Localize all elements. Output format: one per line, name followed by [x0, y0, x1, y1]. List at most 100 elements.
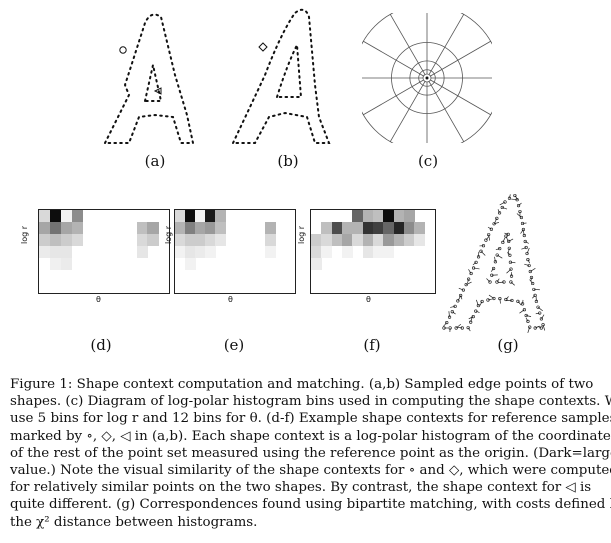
sample-point	[456, 299, 460, 303]
histogram-bin	[49, 210, 62, 223]
figure-caption: Figure 1: Shape context computation and …	[10, 376, 611, 531]
histogram-d-xlabel: θ	[96, 295, 101, 304]
correspondence-link	[460, 295, 463, 300]
histogram-bin	[49, 233, 62, 247]
sample-point	[520, 302, 525, 306]
panel-g-correspondences	[436, 190, 586, 335]
histogram-bin	[373, 210, 384, 223]
sample-point	[460, 326, 464, 330]
correspondence-link	[486, 278, 491, 283]
correspondence-link	[516, 213, 522, 218]
correspondence-link	[524, 263, 530, 266]
correspondence-link	[487, 226, 492, 230]
sample-point	[527, 263, 531, 268]
histogram-bin	[393, 233, 405, 247]
histogram-bin	[311, 233, 322, 247]
letter-a-points-figure-b	[231, 8, 331, 144]
histogram-bin	[352, 233, 364, 247]
sample-point	[510, 298, 514, 303]
angular-bin-spoke	[428, 81, 465, 142]
angular-bin-spoke	[363, 40, 424, 77]
histogram-bin	[215, 210, 226, 223]
sample-point	[509, 280, 513, 284]
sample-point	[526, 319, 530, 323]
sample-point	[442, 326, 446, 330]
sample-point	[507, 239, 511, 243]
histogram-bin	[321, 221, 333, 235]
sample-point	[450, 310, 454, 314]
histogram-bin	[404, 233, 415, 247]
histogram-bin	[331, 221, 343, 235]
caption-line: shapes. (c) Diagram of log-polar histogr…	[10, 394, 611, 410]
histogram-bin	[49, 245, 62, 259]
correspondence-link	[521, 247, 527, 250]
correspondence-link	[467, 327, 471, 332]
histogram-bin	[321, 233, 333, 247]
histogram-bin	[60, 210, 72, 223]
sample-point	[526, 257, 530, 262]
sample-point	[474, 309, 478, 313]
histogram-bin	[373, 221, 384, 235]
correspondence-link	[497, 254, 503, 259]
sample-point	[492, 222, 496, 226]
histogram-bin	[352, 221, 364, 235]
sample-point	[486, 298, 490, 302]
sample-point	[518, 209, 522, 214]
correspondence-link	[472, 262, 477, 266]
correspondence-link	[530, 268, 536, 272]
sample-point	[508, 253, 512, 257]
correspondence-link	[487, 298, 492, 301]
correspondence-link	[495, 248, 500, 251]
correspondence-link	[479, 301, 483, 307]
origin-point	[425, 76, 429, 80]
sample-point	[534, 299, 538, 303]
correspondence-link	[517, 301, 522, 306]
histogram-bin	[414, 221, 426, 235]
correspondence-link	[470, 316, 473, 323]
caption-line: for relatively similar points on the two…	[10, 480, 592, 496]
sample-point	[536, 305, 540, 309]
correspondence-link	[537, 306, 543, 312]
histogram-bin	[60, 245, 72, 259]
sample-point	[459, 293, 463, 298]
histogram-bin	[404, 221, 415, 235]
panel-b-sampled-points	[225, 5, 345, 150]
correspondence-link	[514, 195, 519, 200]
correspondence-link	[506, 268, 512, 274]
histogram-bin	[39, 233, 51, 247]
panel-g-label: (g)	[497, 336, 519, 354]
log-polar-bins-diagram	[353, 4, 501, 152]
histogram-bin	[185, 221, 196, 235]
sample-point	[539, 326, 543, 330]
histogram-e-ylabel: log r	[164, 225, 173, 244]
correspondence-link	[507, 251, 511, 256]
correspondence-link	[473, 267, 480, 270]
histogram-bin	[205, 221, 216, 235]
sample-point	[495, 253, 499, 257]
histogram-bin	[136, 233, 148, 247]
correspondence-link	[488, 234, 491, 241]
sample-point	[474, 260, 478, 264]
angular-bin-spoke	[363, 79, 424, 116]
correspondence-link	[468, 269, 472, 274]
histogram-e	[174, 209, 296, 294]
panel-a-label: (a)	[144, 152, 166, 170]
caption-line: Figure 1: Shape context computation and …	[10, 377, 594, 392]
correspondence-link	[518, 202, 522, 206]
caption-line: quite different. (g) Correspondences fou…	[10, 497, 611, 513]
histogram-bin	[321, 245, 333, 259]
histogram-bin	[383, 245, 395, 259]
histogram-d	[38, 209, 170, 294]
sample-point	[495, 216, 499, 220]
histogram-f-ylabel: log r	[297, 225, 306, 244]
sample-point	[479, 249, 483, 253]
correspondence-link	[485, 235, 490, 241]
angular-bin-spoke	[430, 79, 491, 116]
histogram-bin	[205, 233, 216, 247]
histogram-bin	[215, 221, 226, 235]
histogram-bin	[60, 257, 72, 271]
caption-line: value.) Note the visual similarity of th…	[10, 463, 611, 479]
sample-point	[513, 193, 517, 198]
correspondence-link	[499, 298, 501, 304]
correspondence-link	[448, 311, 450, 318]
